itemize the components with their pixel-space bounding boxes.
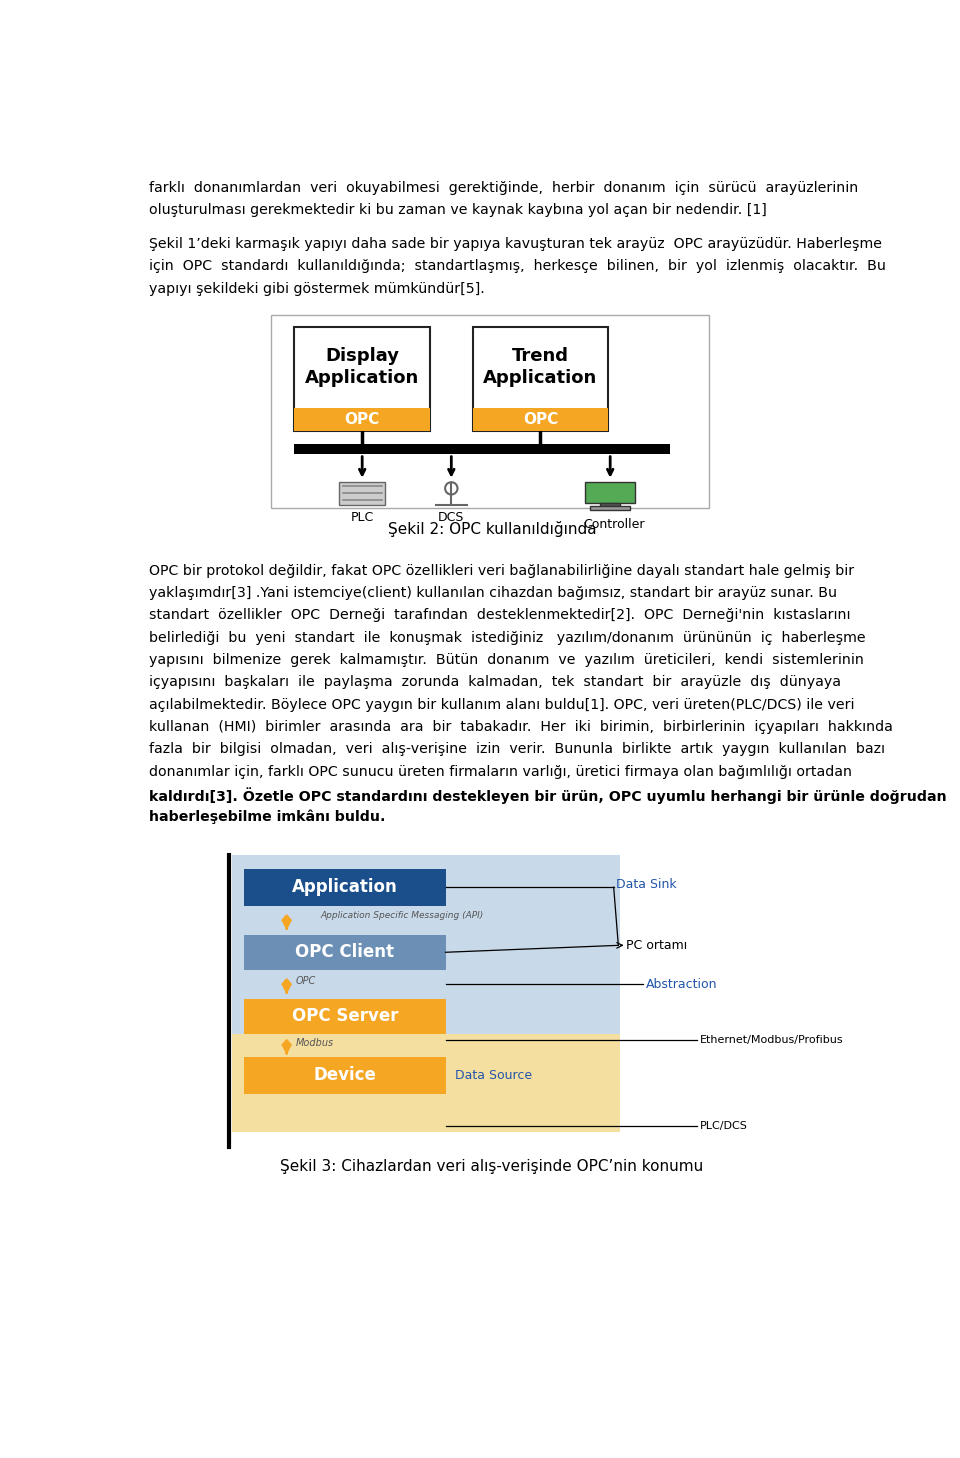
Text: PC ortamı: PC ortamı — [626, 939, 687, 952]
Polygon shape — [282, 916, 291, 926]
Text: için  OPC  standardı  kullanıldığında;  standartlaşmış,  herkesçe  bilinen,  bir: için OPC standardı kullanıldığında; stan… — [150, 260, 886, 273]
Bar — [295, 327, 430, 430]
Text: OPC: OPC — [523, 411, 558, 427]
Text: OPC: OPC — [345, 411, 380, 427]
Bar — [339, 483, 385, 506]
Text: PLC: PLC — [350, 512, 373, 525]
Bar — [472, 327, 609, 430]
Text: Data Sink: Data Sink — [616, 878, 677, 891]
Text: fazla  bir  bilgisi  olmadan,  veri  alış-verişine  izin  verir.  Bununla  birli: fazla bir bilgisi olmadan, veri alış-ver… — [150, 742, 885, 757]
Text: OPC Server: OPC Server — [292, 1007, 398, 1025]
Text: Display
Application: Display Application — [305, 347, 420, 386]
Text: Modbus: Modbus — [296, 1038, 334, 1048]
Bar — [472, 407, 609, 430]
Text: DCS: DCS — [438, 512, 465, 525]
Text: Trend
Application: Trend Application — [483, 347, 597, 386]
Text: içyapısını  başkaları  ile  paylaşma  zorunda  kalmadan,  tek  standart  bir  ar: içyapısını başkaları ile paylaşma zorund… — [150, 675, 842, 690]
Bar — [271, 315, 709, 507]
Text: PLC/DCS: PLC/DCS — [700, 1121, 748, 1131]
Bar — [244, 999, 445, 1034]
Bar — [244, 935, 445, 970]
Bar — [244, 869, 445, 905]
Text: standart  özellikler  OPC  Derneği  tarafından  desteklenmektedir[2].  OPC  Dern: standart özellikler OPC Derneği tarafınd… — [150, 608, 851, 623]
Text: Şekil 1’deki karmaşık yapıyı daha sade bir yapıya kavuşturan tek arayüz  OPC ara: Şekil 1’deki karmaşık yapıyı daha sade b… — [150, 238, 882, 251]
Bar — [244, 1057, 445, 1094]
Bar — [232, 1034, 620, 1131]
Bar — [232, 854, 620, 1131]
Bar — [295, 407, 430, 430]
Text: Şekil 2: OPC kullanıldığında: Şekil 2: OPC kullanıldığında — [388, 522, 596, 538]
Bar — [590, 506, 631, 510]
Text: açılabilmektedir. Böylece OPC yaygın bir kullanım alanı buldu[1]. OPC, veri üret: açılabilmektedir. Böylece OPC yaygın bir… — [150, 698, 855, 712]
Text: Application: Application — [292, 878, 397, 897]
Polygon shape — [282, 978, 291, 990]
Bar — [600, 503, 620, 506]
Text: yaklaşımdır[3] .Yani istemciye(client) kullanılan cihazdan bağımsız, standart bi: yaklaşımdır[3] .Yani istemciye(client) k… — [150, 586, 837, 601]
Polygon shape — [282, 1040, 291, 1050]
Text: donanımlar için, farklı OPC sunucu üreten firmaların varlığı, üretici firmaya ol: donanımlar için, farklı OPC sunucu ürete… — [150, 765, 852, 779]
Bar — [585, 483, 636, 503]
Text: Data Source: Data Source — [455, 1069, 532, 1082]
Text: Şekil 3: Cihazlardan veri alış-verişinde OPC’nin konumu: Şekil 3: Cihazlardan veri alış-verişinde… — [280, 1159, 704, 1174]
Text: farklı  donanımlardan  veri  okuyabilmesi  gerektiğinde,  herbir  donanım  için : farklı donanımlardan veri okuyabilmesi g… — [150, 181, 858, 195]
Text: Device: Device — [313, 1066, 376, 1085]
Text: OPC Client: OPC Client — [296, 943, 395, 961]
Text: yapıyı şekildeki gibi göstermek mümkündür[5].: yapıyı şekildeki gibi göstermek mümkündü… — [150, 281, 485, 296]
Text: kaldırdı[3]. Özetle OPC standardını destekleyen bir ürün, OPC uyumlu herhangi bi: kaldırdı[3]. Özetle OPC standardını dest… — [150, 787, 948, 803]
Text: belirlediği  bu  yeni  standart  ile  konuşmak  istediğiniz   yazılım/donanım  ü: belirlediği bu yeni standart ile konuşma… — [150, 631, 866, 644]
Text: yapısını  bilmenize  gerek  kalmamıştır.  Bütün  donanım  ve  yazılım  üreticile: yapısını bilmenize gerek kalmamıştır. Bü… — [150, 653, 864, 668]
Text: Application Specific Messaging (API): Application Specific Messaging (API) — [321, 911, 484, 920]
Text: haberleşebilme imkânı buldu.: haberleşebilme imkânı buldu. — [150, 809, 386, 824]
Text: Controller: Controller — [584, 518, 645, 531]
Bar — [295, 445, 670, 453]
Text: Ethernet/Modbus/Profibus: Ethernet/Modbus/Profibus — [700, 1035, 843, 1045]
Text: oluşturulması gerekmektedir ki bu zaman ve kaynak kaybına yol açan bir nedendir.: oluşturulması gerekmektedir ki bu zaman … — [150, 204, 767, 217]
Text: OPC bir protokol değildir, fakat OPC özellikleri veri bağlanabilirliğine dayalı : OPC bir protokol değildir, fakat OPC öze… — [150, 564, 854, 577]
Text: Abstraction: Abstraction — [645, 978, 717, 991]
Text: OPC: OPC — [296, 977, 316, 986]
Text: kullanan  (HMI)  birimler  arasında  ara  bir  tabakadır.  Her  iki  birimin,  b: kullanan (HMI) birimler arasında ara bir… — [150, 720, 894, 735]
